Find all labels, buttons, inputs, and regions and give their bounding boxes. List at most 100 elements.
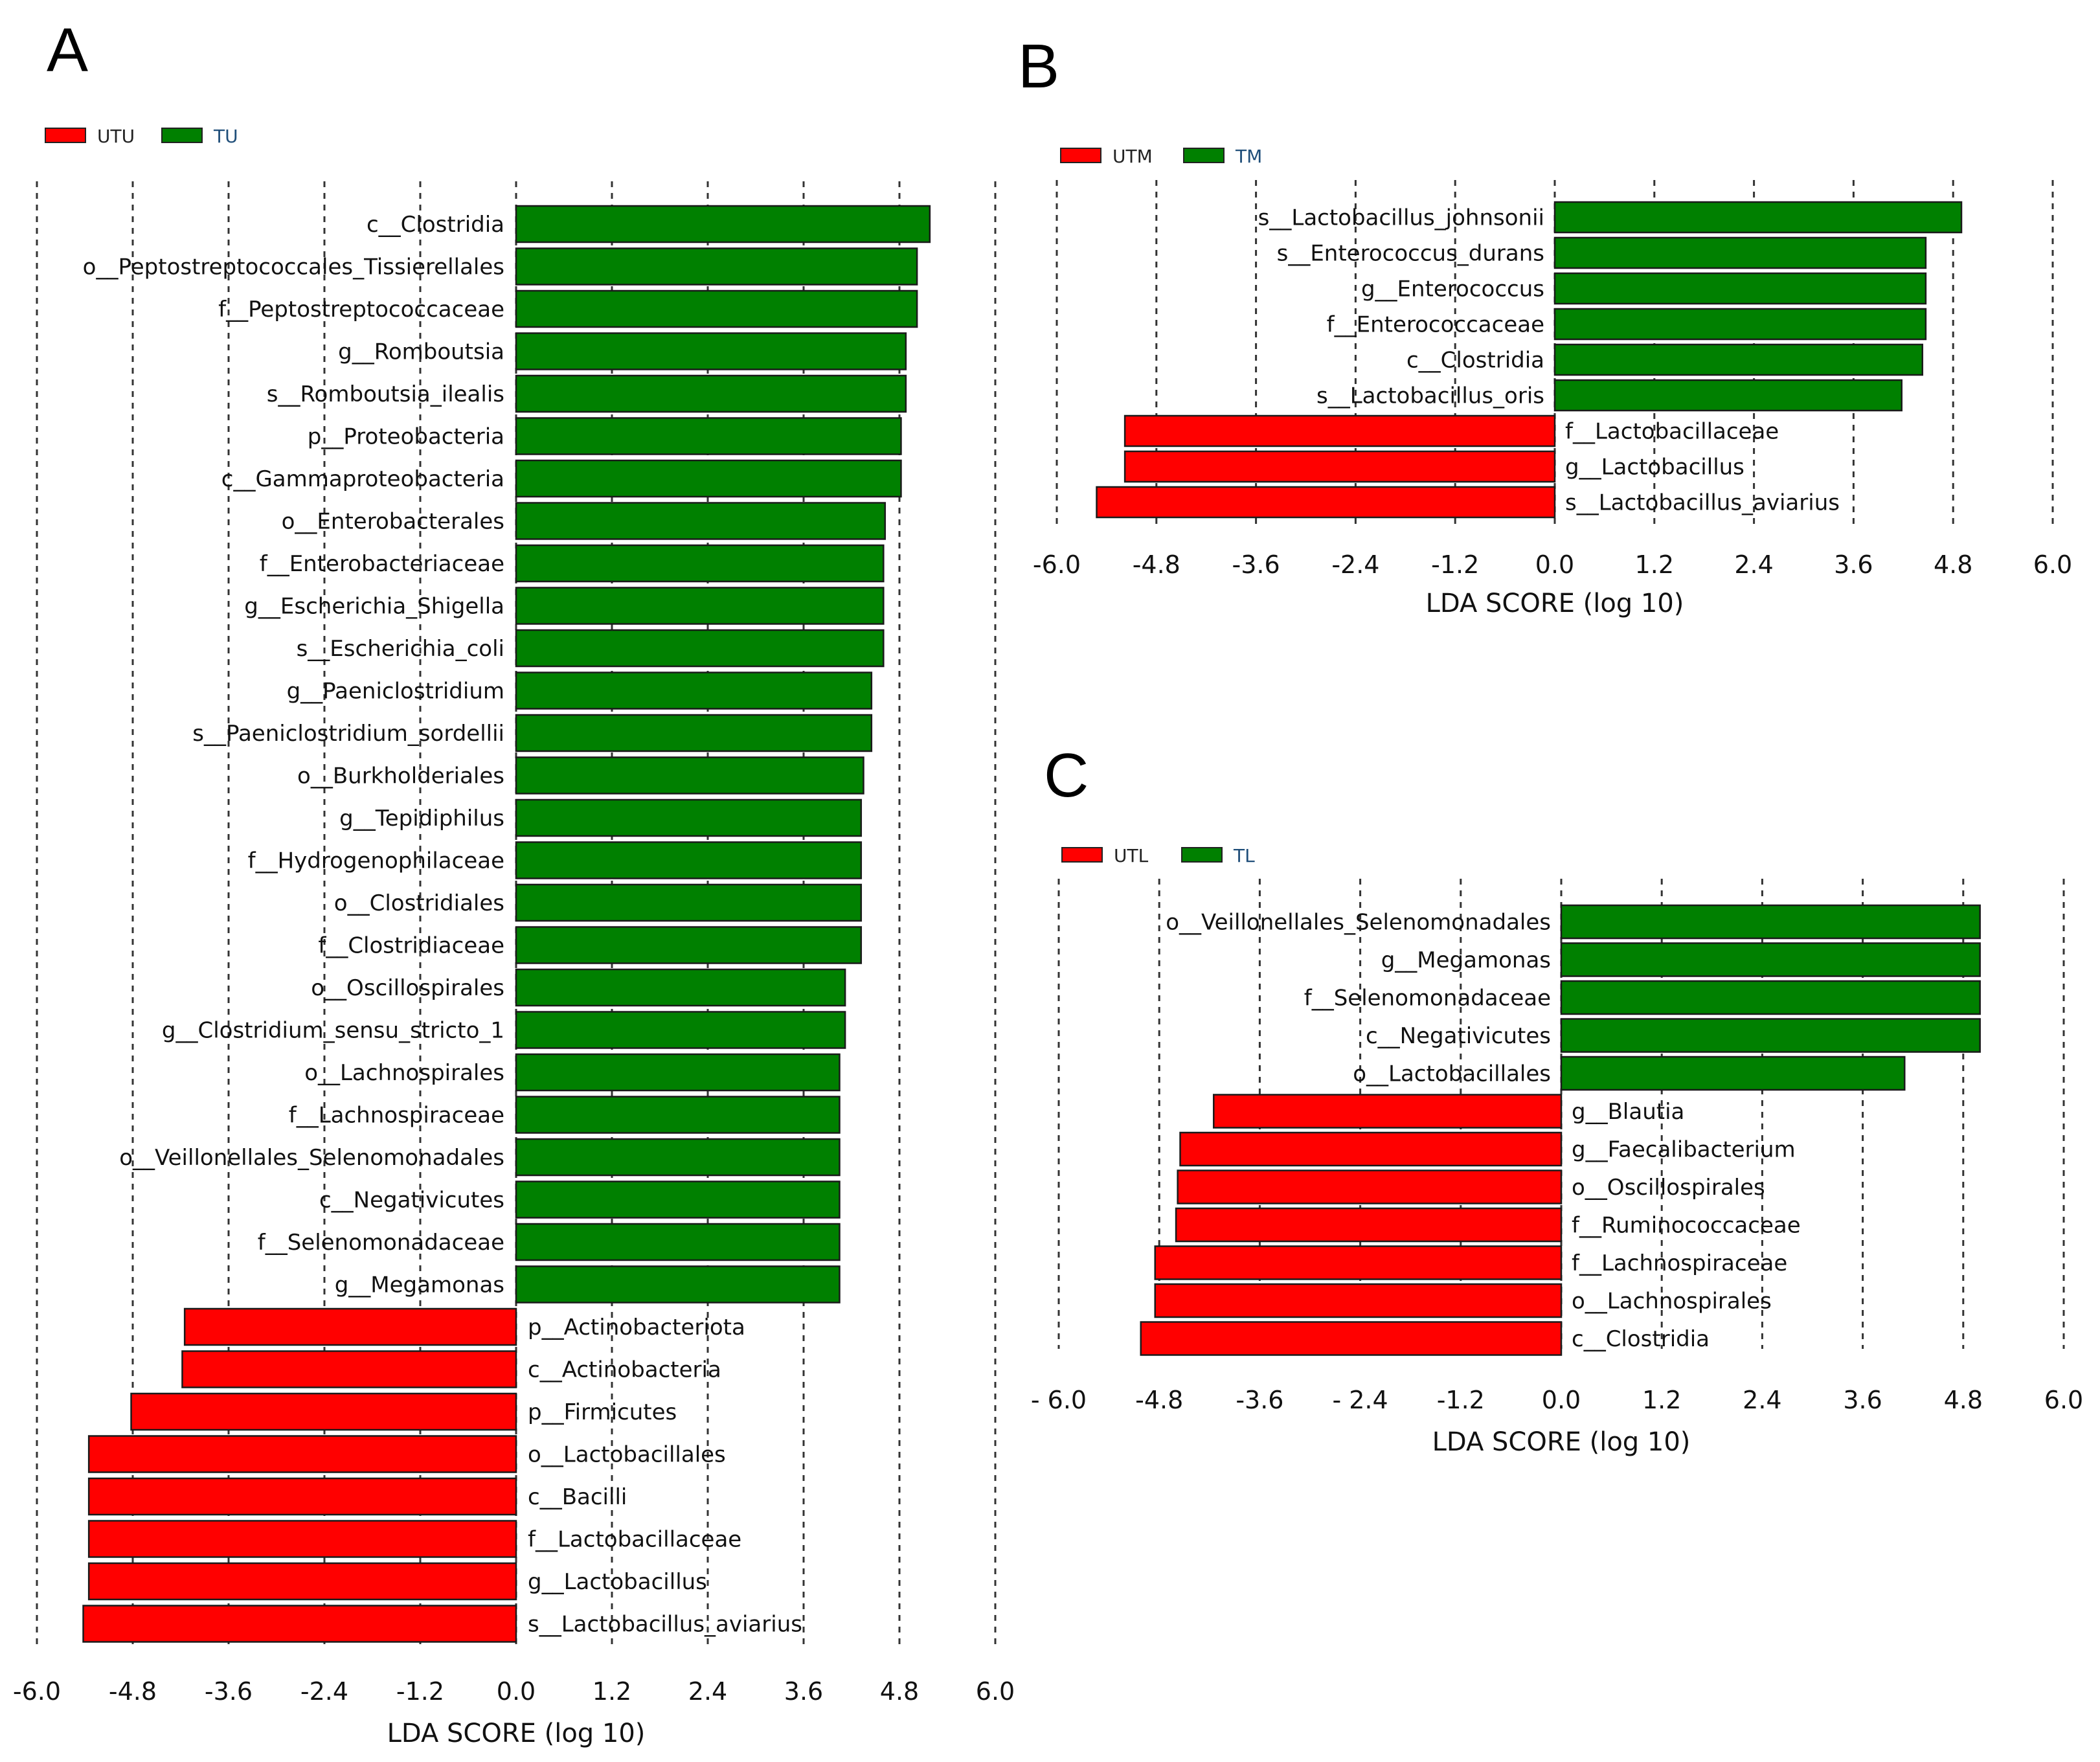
panel-a-bar-label: p__Actinobacteriota <box>528 1315 745 1340</box>
panel-a-bar-label: g__Tepidiphilus <box>339 806 504 831</box>
panel-a-bar <box>515 841 863 879</box>
panel-a-bar <box>515 672 873 710</box>
panel-a-bar-label: c__Gammaproteobacteria <box>221 466 504 492</box>
panel-b-bar <box>1553 379 1902 412</box>
panel-c-tick-label: 0.0 <box>1542 1386 1581 1414</box>
panel-a-bar <box>130 1392 517 1431</box>
panel-a-bar-label: o__Clostridiales <box>334 890 504 916</box>
panel-c-bar <box>1140 1321 1563 1356</box>
panel-c-bar <box>1560 980 1981 1015</box>
panel-a-bar-label: o__Peptostreptococcales_Tissierellales <box>83 254 504 280</box>
panel-a-x-axis-label: LDA SCORE (log 10) <box>387 1719 646 1748</box>
panel-a-bar <box>515 1053 841 1092</box>
panel-c-bar <box>1179 1131 1563 1167</box>
panel-a-bar-label: p__Firmicutes <box>528 1399 677 1425</box>
panel-c-tick-label: 1.2 <box>1642 1386 1681 1414</box>
panel-a-bar <box>87 1562 517 1601</box>
panel-a-chart: UTU TU c__Clostridia o__Peptostreptococcale… <box>13 126 1015 1748</box>
panel-a-bar-label: f__Enterobacteriaceae <box>260 551 504 577</box>
panel-a-bar <box>515 374 907 413</box>
panel-a-tick-label: 1.2 <box>593 1677 631 1706</box>
panel-c-bar-label: f__Selenomonadaceae <box>1304 986 1551 1011</box>
panel-a-bar-label: o__Veillonellales_Selenomonadales <box>119 1145 504 1171</box>
panel-a-tick-label: 2.4 <box>688 1677 727 1706</box>
panel-a-bar <box>515 968 846 1007</box>
panel-a-bar-label: g__Romboutsia <box>338 339 504 365</box>
panel-a-tick-label: -4.8 <box>109 1677 157 1706</box>
panel-a-bar <box>515 205 931 243</box>
panel-a-bar-label: o__Lachnospirales <box>304 1060 504 1086</box>
panel-c-bar <box>1154 1245 1563 1280</box>
panel-a-bar <box>515 1011 846 1049</box>
panel-c-bar <box>1213 1094 1563 1129</box>
panel-a-bar-label: s__Lactobacillus_aviarius <box>528 1612 802 1638</box>
panel-a-letter: A <box>47 16 88 85</box>
panel-c-bar-label: c__Clostridia <box>1572 1326 1710 1352</box>
panel-c-bar-label: o__Veillonellales_Selenomonadales <box>1166 910 1551 936</box>
panel-c-bar-label: g__Faecalibacterium <box>1572 1137 1796 1163</box>
panel-c-bar <box>1154 1283 1563 1318</box>
panel-a-bar <box>515 247 918 286</box>
panel-a-bar-label: o__Burkholderiales <box>297 763 504 789</box>
panel-c-tick-label: -3.6 <box>1236 1386 1283 1414</box>
panel-a-bar <box>181 1350 517 1388</box>
panel-c-chart: UTL TL o__Veillonellales_Selenomonadales g_… <box>1031 845 2083 1457</box>
panel-b-bar-label: f__Lactobacillaceae <box>1565 419 1779 445</box>
panel-b-tick-label: -1.2 <box>1431 550 1479 579</box>
panel-a-bar <box>515 1223 841 1261</box>
panel-c-tick-label: - 6.0 <box>1031 1386 1087 1414</box>
panel-b-legend-swatch-tm <box>1183 148 1225 163</box>
panel-a-tick-label: -6.0 <box>13 1677 61 1706</box>
panel-a-bar <box>515 798 863 837</box>
panel-c-tick-label: 6.0 <box>2044 1386 2083 1414</box>
panel-b-tick-label: -2.4 <box>1331 550 1379 579</box>
panel-a-bar-label: f__Hydrogenophilaceae <box>248 848 504 874</box>
panel-c-tick-label: - 2.4 <box>1332 1386 1388 1414</box>
panel-c-bar <box>1560 942 1981 977</box>
panel-c-bar-label: o__Lachnospirales <box>1572 1289 1772 1315</box>
panel-b-tick-label: -3.6 <box>1232 550 1280 579</box>
panel-a-bar <box>515 756 864 795</box>
panel-a-tick-label: -3.6 <box>205 1677 253 1706</box>
panel-c-tick-label: -4.8 <box>1135 1386 1183 1414</box>
panel-a-bar <box>515 629 885 668</box>
panel-b-bar-label: s__Lactobacillus_johnsonii <box>1258 205 1544 231</box>
panel-a-tick-label: 6.0 <box>976 1677 1015 1706</box>
panel-a-tick-label: 4.8 <box>880 1677 919 1706</box>
panel-a-bar <box>515 714 873 752</box>
panel-a-bar-label: f__Clostridiaceae <box>318 933 504 959</box>
panel-a-bar <box>515 459 902 498</box>
panel-b-tick-label: 0.0 <box>1535 550 1574 579</box>
panel-a-bar <box>82 1605 517 1643</box>
panel-a-bar <box>515 587 885 625</box>
panel-c-bar <box>1560 1018 1981 1053</box>
panel-a-tick-label: 3.6 <box>784 1677 823 1706</box>
panel-b-bar-label: c__Clostridia <box>1406 348 1544 374</box>
panel-a-bar <box>515 332 907 370</box>
panel-a-bar <box>515 1096 841 1134</box>
panel-a-bar-label: f__Selenomonadaceae <box>258 1230 504 1256</box>
panel-a-legend-swatch-utu <box>45 128 86 143</box>
panel-a-bar-label: c__Clostridia <box>367 212 504 238</box>
panel-b-bar <box>1553 308 1927 341</box>
panel-b-tick-label: 3.6 <box>1834 550 1873 579</box>
panel-a-bar-label: g__Clostridium_sensu_stricto_1 <box>162 1018 504 1044</box>
panel-b-tick-label: 6.0 <box>2033 550 2072 579</box>
panel-a-bar-label: f__Lachnospiraceae <box>289 1103 504 1129</box>
panel-c-bar <box>1177 1169 1563 1204</box>
panel-b-bar-label: f__Enterococcaceae <box>1327 312 1544 338</box>
panel-a-bar-label: s__Paeniclostridium_sordellii <box>192 721 504 747</box>
panel-a-bar-label: o__Oscillospirales <box>311 975 504 1001</box>
panel-b-legend-label-tm: TM <box>1235 146 1262 167</box>
panel-a-bar-label: s__Escherichia_coli <box>297 636 504 662</box>
panel-b-bar <box>1553 236 1927 269</box>
panel-b-bar <box>1096 486 1556 519</box>
panel-c-bar-label: o__Lactobacillales <box>1353 1061 1551 1087</box>
panel-c-legend-swatch-utl <box>1061 847 1103 863</box>
panel-c-tick-label: -1.2 <box>1437 1386 1485 1414</box>
panel-b-bar-label: g__Enterococcus <box>1361 277 1544 302</box>
panel-b-bar <box>1123 414 1556 447</box>
panel-b-tick-label: -6.0 <box>1033 550 1081 579</box>
panel-c-bar <box>1175 1207 1563 1243</box>
